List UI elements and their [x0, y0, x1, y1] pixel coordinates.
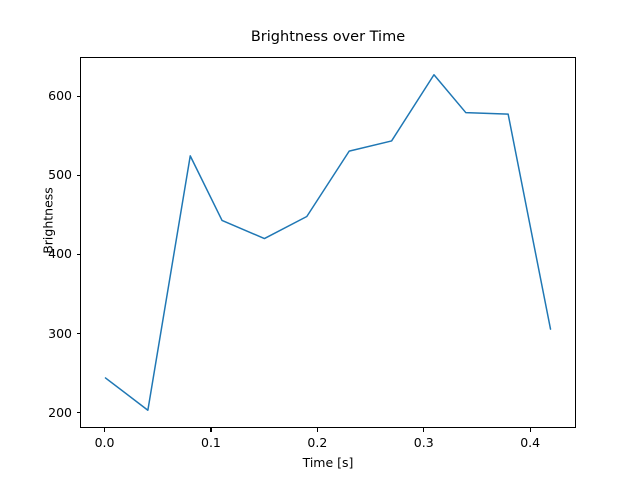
x-tick-mark: [316, 428, 318, 432]
x-tick-label: 0.2: [307, 435, 328, 450]
y-tick-label: 600: [48, 88, 72, 104]
x-tick-mark: [529, 428, 531, 432]
y-tick-mark: [76, 333, 80, 335]
y-tick-mark: [76, 95, 80, 97]
plot-area: [80, 57, 576, 428]
y-tick-mark: [76, 253, 80, 255]
x-tick-mark: [423, 428, 425, 432]
x-tick-label: 0.1: [201, 435, 221, 450]
x-tick-mark: [210, 428, 212, 432]
chart-title: Brightness over Time: [250, 29, 406, 45]
x-axis-label: Time [s]: [302, 455, 354, 470]
x-tick-label: 0.4: [520, 435, 541, 450]
y-axis-label: Brightness: [40, 187, 56, 254]
x-tick-label: 0.0: [94, 435, 115, 450]
x-tick-label: 0.3: [413, 435, 434, 450]
line-series-brightness: [104, 74, 552, 411]
y-tick-mark: [76, 174, 80, 176]
y-tick-label: 500: [48, 167, 72, 183]
y-tick-label: 200: [48, 404, 72, 420]
y-tick-mark: [76, 412, 80, 414]
y-tick-label: 300: [48, 325, 72, 341]
data-polyline: [104, 74, 552, 411]
x-tick-mark: [104, 428, 106, 432]
y-tick-label: 400: [48, 246, 72, 262]
